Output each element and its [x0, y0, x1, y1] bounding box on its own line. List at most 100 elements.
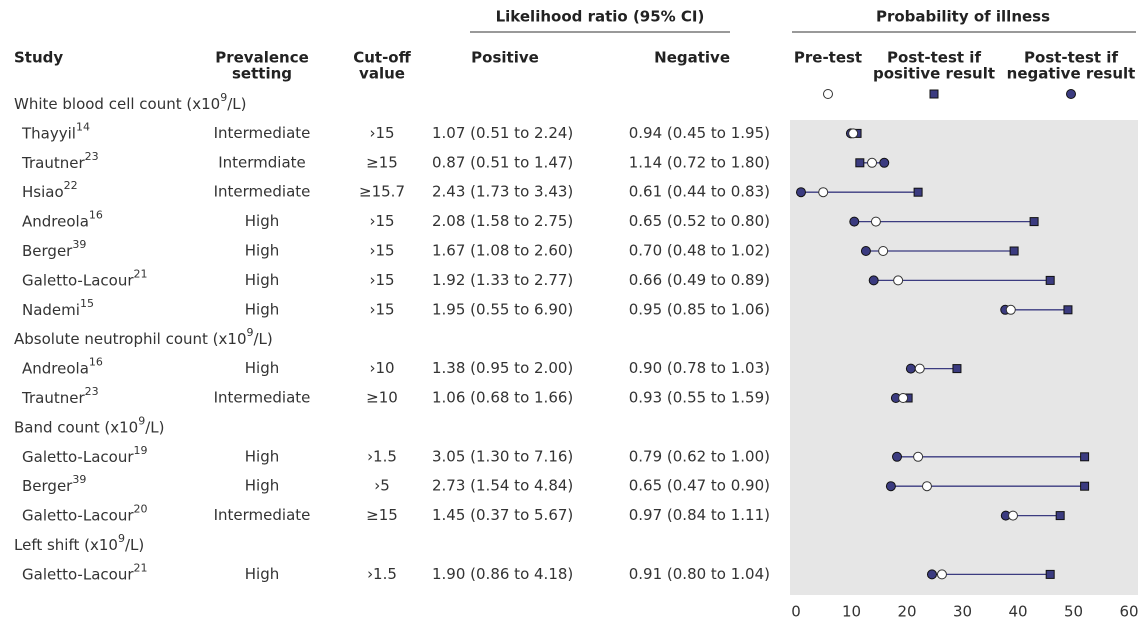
superscript: 19 [134, 444, 148, 457]
study-text: Hsiao [22, 183, 64, 201]
study-name: Hsiao22 [22, 179, 78, 201]
lr-positive: 2.43 (1.73 to 3.43) [432, 183, 573, 201]
superscript: 20 [134, 503, 148, 516]
pretest-marker [893, 275, 904, 286]
pretest-marker [913, 451, 924, 462]
pretest-marker [818, 187, 829, 198]
prevalence: Intermediate [214, 124, 311, 142]
legend-label: Pre-test [794, 49, 862, 67]
pretest-marker [1005, 304, 1016, 315]
prevalence: High [245, 565, 279, 583]
cutoff: ≥15.7 [359, 183, 405, 201]
lr-positive: 1.90 (0.86 to 4.18) [432, 565, 573, 583]
lr-negative: 0.65 (0.47 to 0.90) [629, 477, 770, 495]
cutoff: ›15 [369, 300, 394, 318]
header: Positive [471, 49, 539, 67]
study-text: Andreola [22, 359, 89, 377]
positive-marker [929, 89, 939, 99]
pretest-marker [898, 393, 909, 403]
group-label: Left shift (x109/L) [14, 532, 144, 554]
lr-negative: 0.97 (0.84 to 1.11) [629, 506, 770, 524]
study-name: Galetto-Lacour19 [22, 444, 148, 466]
positive-marker [855, 158, 865, 168]
cutoff: ›15 [369, 124, 394, 142]
prevalence: High [245, 300, 279, 318]
x-tick-label: 60 [1119, 603, 1138, 621]
study-text: Andreola [22, 212, 89, 230]
superscript: 16 [89, 356, 103, 369]
prevalence: High [245, 477, 279, 495]
header: Cut-off [353, 49, 411, 67]
study-text: Galetto-Lacour [22, 271, 134, 289]
positive-marker [1080, 481, 1090, 491]
header: Negative [654, 49, 730, 67]
study-text: Berger [22, 477, 73, 495]
negative-marker [860, 246, 871, 256]
group-label: White blood cell count (x109/L) [14, 91, 246, 113]
positive-marker [952, 364, 962, 374]
prevalence: Intermediate [214, 506, 311, 524]
negative-marker [868, 275, 879, 286]
group-label-text: /L) [254, 330, 273, 348]
lr-positive: 1.92 (1.33 to 2.77) [432, 271, 573, 289]
superscript: 23 [85, 385, 99, 398]
pretest-marker [823, 89, 833, 99]
study-text: Galetto-Lacour [22, 447, 134, 465]
study-name: Berger39 [22, 473, 86, 495]
pretest-marker [878, 246, 889, 256]
cutoff: ›1.5 [367, 565, 397, 583]
legend-label: negative result [1007, 65, 1136, 83]
study-text: Nademi [22, 300, 80, 318]
superscript: 21 [134, 561, 148, 574]
x-tick-label: 30 [953, 603, 972, 621]
pretest-marker [914, 363, 925, 374]
header: value [359, 65, 405, 83]
study-name: Berger39 [22, 238, 86, 260]
positive-marker [1055, 511, 1065, 521]
positive-marker [1063, 305, 1073, 315]
study-text: Trautner [21, 153, 85, 171]
pretest-marker [867, 157, 878, 168]
group-label-text: /L) [227, 95, 246, 113]
superscript: 21 [134, 267, 148, 280]
lr-positive: 1.07 (0.51 to 2.24) [432, 124, 573, 142]
study-text: Galetto-Lacour [22, 565, 134, 583]
header: Probability of illness [876, 8, 1050, 26]
lr-positive: 1.67 (1.08 to 2.60) [432, 242, 573, 260]
header: Study [14, 49, 63, 67]
cutoff: ›15 [369, 271, 394, 289]
header: Likelihood ratio (95% CI) [496, 8, 705, 26]
cutoff: ›15 [369, 242, 394, 260]
lr-negative: 0.91 (0.80 to 1.04) [629, 565, 770, 583]
study-text: Galetto-Lacour [22, 506, 134, 524]
cutoff: ≥10 [366, 389, 398, 407]
cutoff: ›1.5 [367, 447, 397, 465]
positive-marker [1009, 246, 1019, 256]
pretest-marker [870, 216, 881, 227]
lr-negative: 0.79 (0.62 to 1.00) [629, 447, 770, 465]
lr-negative: 0.93 (0.55 to 1.59) [629, 389, 770, 407]
header: setting [232, 65, 292, 83]
study-name: Galetto-Lacour21 [22, 561, 148, 583]
prevalence: High [245, 212, 279, 230]
lr-negative: 0.65 (0.52 to 0.80) [629, 212, 770, 230]
prevalence: High [245, 242, 279, 260]
lr-positive: 2.73 (1.54 to 4.84) [432, 477, 573, 495]
cutoff: ≥15 [366, 153, 398, 171]
prevalence: Intermediate [214, 183, 311, 201]
pretest-marker [921, 481, 932, 492]
study-name: Galetto-Lacour20 [22, 503, 148, 525]
group-label: Absolute neutrophil count (x109/L) [14, 326, 273, 348]
prevalence: Intermediate [214, 389, 311, 407]
lr-positive: 0.87 (0.51 to 1.47) [432, 153, 573, 171]
negative-marker [905, 363, 916, 374]
cutoff: ›15 [369, 212, 394, 230]
lr-positive: 1.95 (0.55 to 6.90) [432, 300, 573, 318]
group-label-text: /L) [125, 536, 144, 554]
negative-marker [926, 569, 937, 580]
lr-positive: 1.38 (0.95 to 2.00) [432, 359, 573, 377]
cutoff: ›10 [369, 359, 394, 377]
superscript: 9 [220, 91, 227, 104]
lr-positive: 2.08 (1.58 to 2.75) [432, 212, 573, 230]
positive-marker [913, 187, 923, 197]
